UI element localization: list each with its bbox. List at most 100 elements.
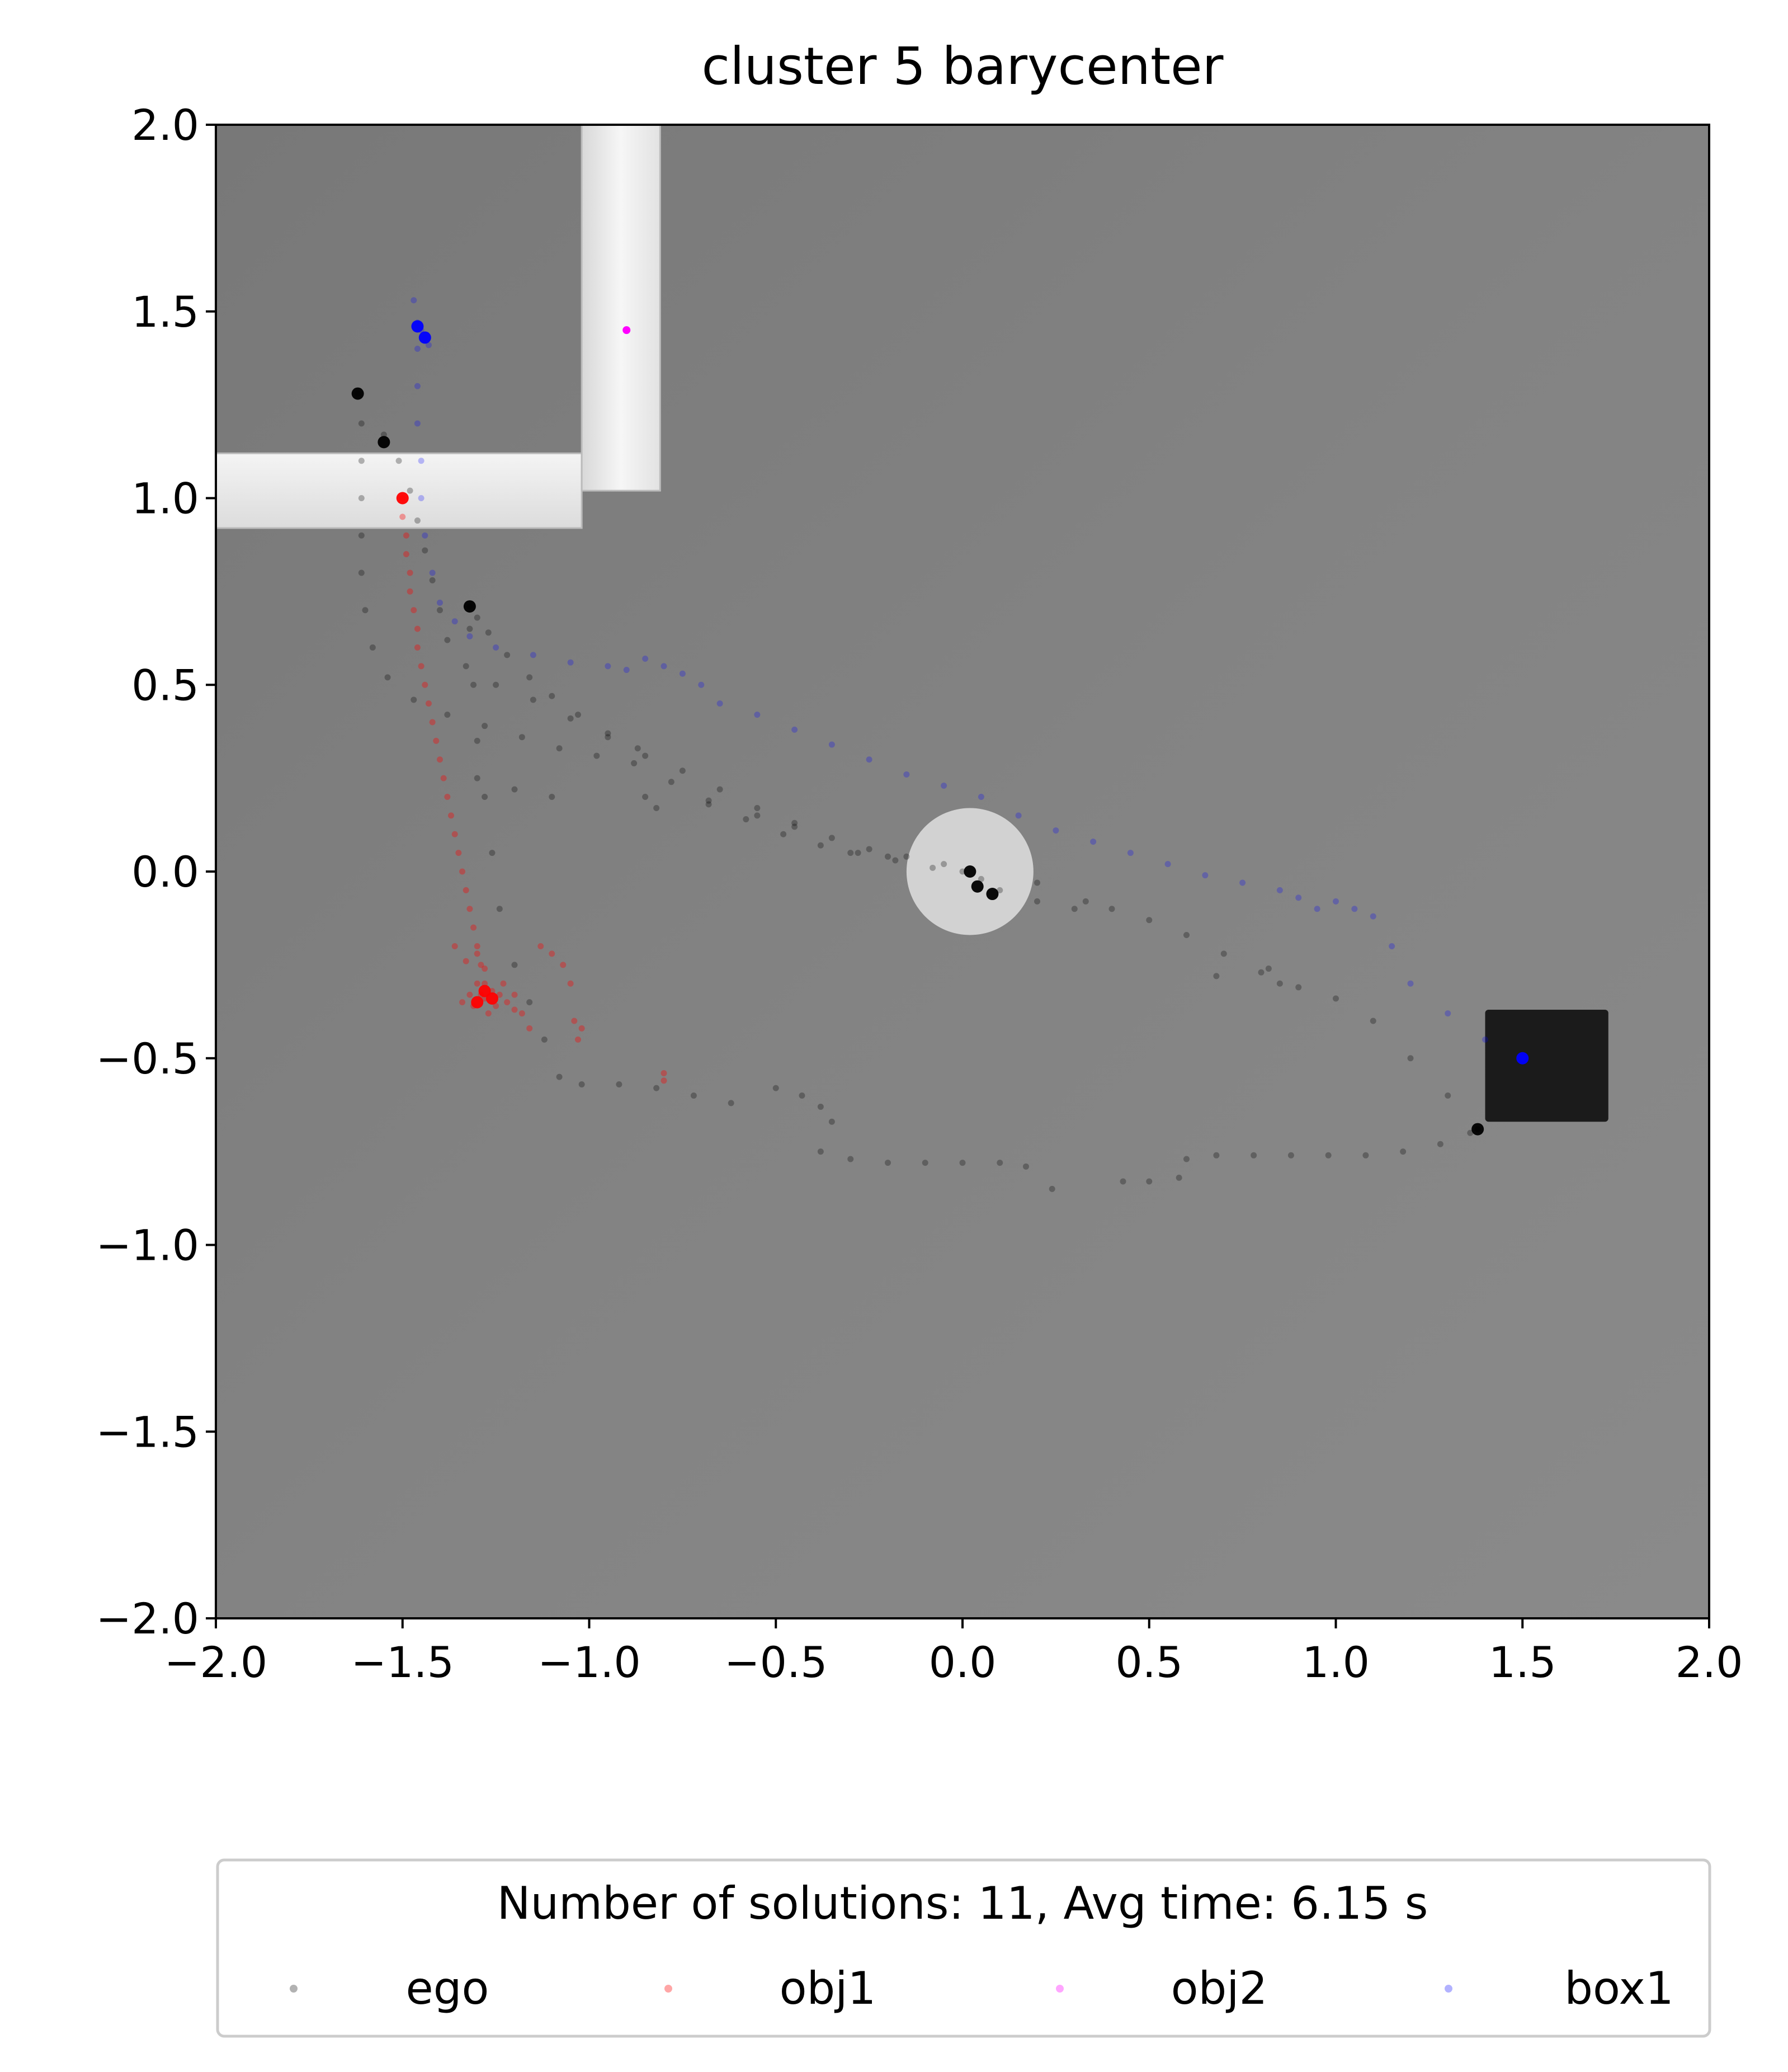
box1-point xyxy=(1015,812,1022,819)
ego-point xyxy=(429,577,436,583)
highlight-ego xyxy=(351,387,1484,1136)
highlight-obj1 xyxy=(396,492,498,1009)
ego-point xyxy=(511,786,518,793)
ego-point xyxy=(754,812,761,819)
ego-point xyxy=(1333,995,1339,1002)
ego-point xyxy=(482,723,488,729)
x-tick-label: 2.0 xyxy=(1676,1637,1743,1687)
ego-point xyxy=(791,823,798,830)
ego-highlight-point xyxy=(463,600,476,613)
obj1-point xyxy=(474,980,480,987)
obj1-point xyxy=(407,569,413,576)
box1-point xyxy=(828,741,835,748)
obj2-point xyxy=(622,326,631,335)
ego-point xyxy=(407,487,413,494)
obj1-point xyxy=(437,756,443,763)
obj1-point xyxy=(500,980,507,987)
y-tick-label: 1.0 xyxy=(131,474,199,524)
ego-point xyxy=(1183,931,1190,938)
ego-highlight-point xyxy=(378,436,390,449)
obj1-point xyxy=(574,1036,581,1043)
ego-point xyxy=(504,652,511,658)
ego-point xyxy=(358,420,365,427)
legend-item-ego: ego xyxy=(290,1962,489,2014)
y-tick-label: 1.5 xyxy=(131,287,199,337)
ego-highlight-point xyxy=(351,387,364,400)
ego-point xyxy=(1287,1152,1294,1159)
ego-point xyxy=(1467,1129,1474,1136)
obj1-highlight-point xyxy=(471,996,484,1009)
wall-1 xyxy=(216,452,583,529)
ego-point xyxy=(690,1092,697,1099)
obj1-point xyxy=(440,775,447,781)
ego-point xyxy=(941,861,947,868)
box1-point xyxy=(1351,906,1358,912)
ego-point xyxy=(668,779,674,785)
ego-point xyxy=(530,696,536,703)
box1-point xyxy=(791,726,798,733)
x-tick-label: 1.5 xyxy=(1489,1637,1556,1687)
x-tick-label: −0.5 xyxy=(724,1637,828,1687)
box1-point xyxy=(418,495,424,501)
ego-point xyxy=(482,794,488,800)
ego-point xyxy=(780,831,787,837)
box1-point xyxy=(941,782,947,789)
box1-point xyxy=(493,644,499,651)
ego-point xyxy=(653,1085,660,1091)
box1-point xyxy=(1370,913,1376,920)
ego-point xyxy=(358,458,365,464)
legend-label-box1: box1 xyxy=(1564,1962,1674,2014)
ego-point xyxy=(496,906,503,912)
box1-point xyxy=(530,652,536,658)
ego-point xyxy=(1295,984,1302,991)
ego-point xyxy=(1183,1156,1190,1162)
ego-point xyxy=(1213,973,1220,980)
ego-point xyxy=(358,532,365,539)
series-obj2 xyxy=(622,326,631,335)
legend-label-ego: ego xyxy=(406,1962,489,2014)
ego-point xyxy=(1407,1055,1414,1062)
box1-highlight-point xyxy=(1516,1052,1529,1065)
ego-point xyxy=(1276,980,1283,987)
obj1-point xyxy=(478,962,484,968)
legend-label-obj1: obj1 xyxy=(780,1962,876,2014)
ego-point xyxy=(395,458,402,464)
legend-marker-ego xyxy=(290,1985,298,1993)
ego-point xyxy=(705,797,712,804)
obj1-point xyxy=(537,943,544,949)
ego-point xyxy=(642,794,649,800)
ego-point xyxy=(1146,1178,1153,1185)
legend-box xyxy=(216,1858,1711,2038)
box1-point xyxy=(623,667,630,674)
legend-item-obj1: obj1 xyxy=(664,1962,876,2014)
ego-point xyxy=(1108,906,1115,912)
box1-point xyxy=(414,346,421,352)
obj1-point xyxy=(451,943,458,949)
obj1-point xyxy=(466,991,473,998)
legend-marker-box1 xyxy=(1445,1985,1452,1993)
ego-point xyxy=(855,850,861,856)
ego-point xyxy=(556,745,563,752)
ego-point xyxy=(817,842,824,849)
obj1-highlight-point xyxy=(485,992,498,1005)
box1-point xyxy=(1389,943,1395,949)
x-tick-label: −1.5 xyxy=(351,1637,454,1687)
ego-point xyxy=(444,637,451,643)
ego-point xyxy=(358,569,365,576)
ego-point xyxy=(489,850,496,856)
legend-title: Number of solutions: 11, Avg time: 6.15 … xyxy=(497,1877,1428,1929)
ego-point xyxy=(556,1073,563,1080)
ego-point xyxy=(1265,966,1272,972)
ego-point xyxy=(1049,1185,1055,1192)
ego-point xyxy=(772,1085,779,1091)
obj1-point xyxy=(444,794,451,800)
ego-point xyxy=(892,857,899,864)
box1-point xyxy=(1164,861,1171,868)
chart-title: cluster 5 barycenter xyxy=(702,36,1224,96)
ego-point xyxy=(605,730,611,737)
box1-point xyxy=(411,297,417,304)
box1-highlight-point xyxy=(418,331,431,344)
box1-point xyxy=(567,659,574,666)
ego-point xyxy=(1213,1152,1220,1159)
obj1-point xyxy=(463,887,469,893)
